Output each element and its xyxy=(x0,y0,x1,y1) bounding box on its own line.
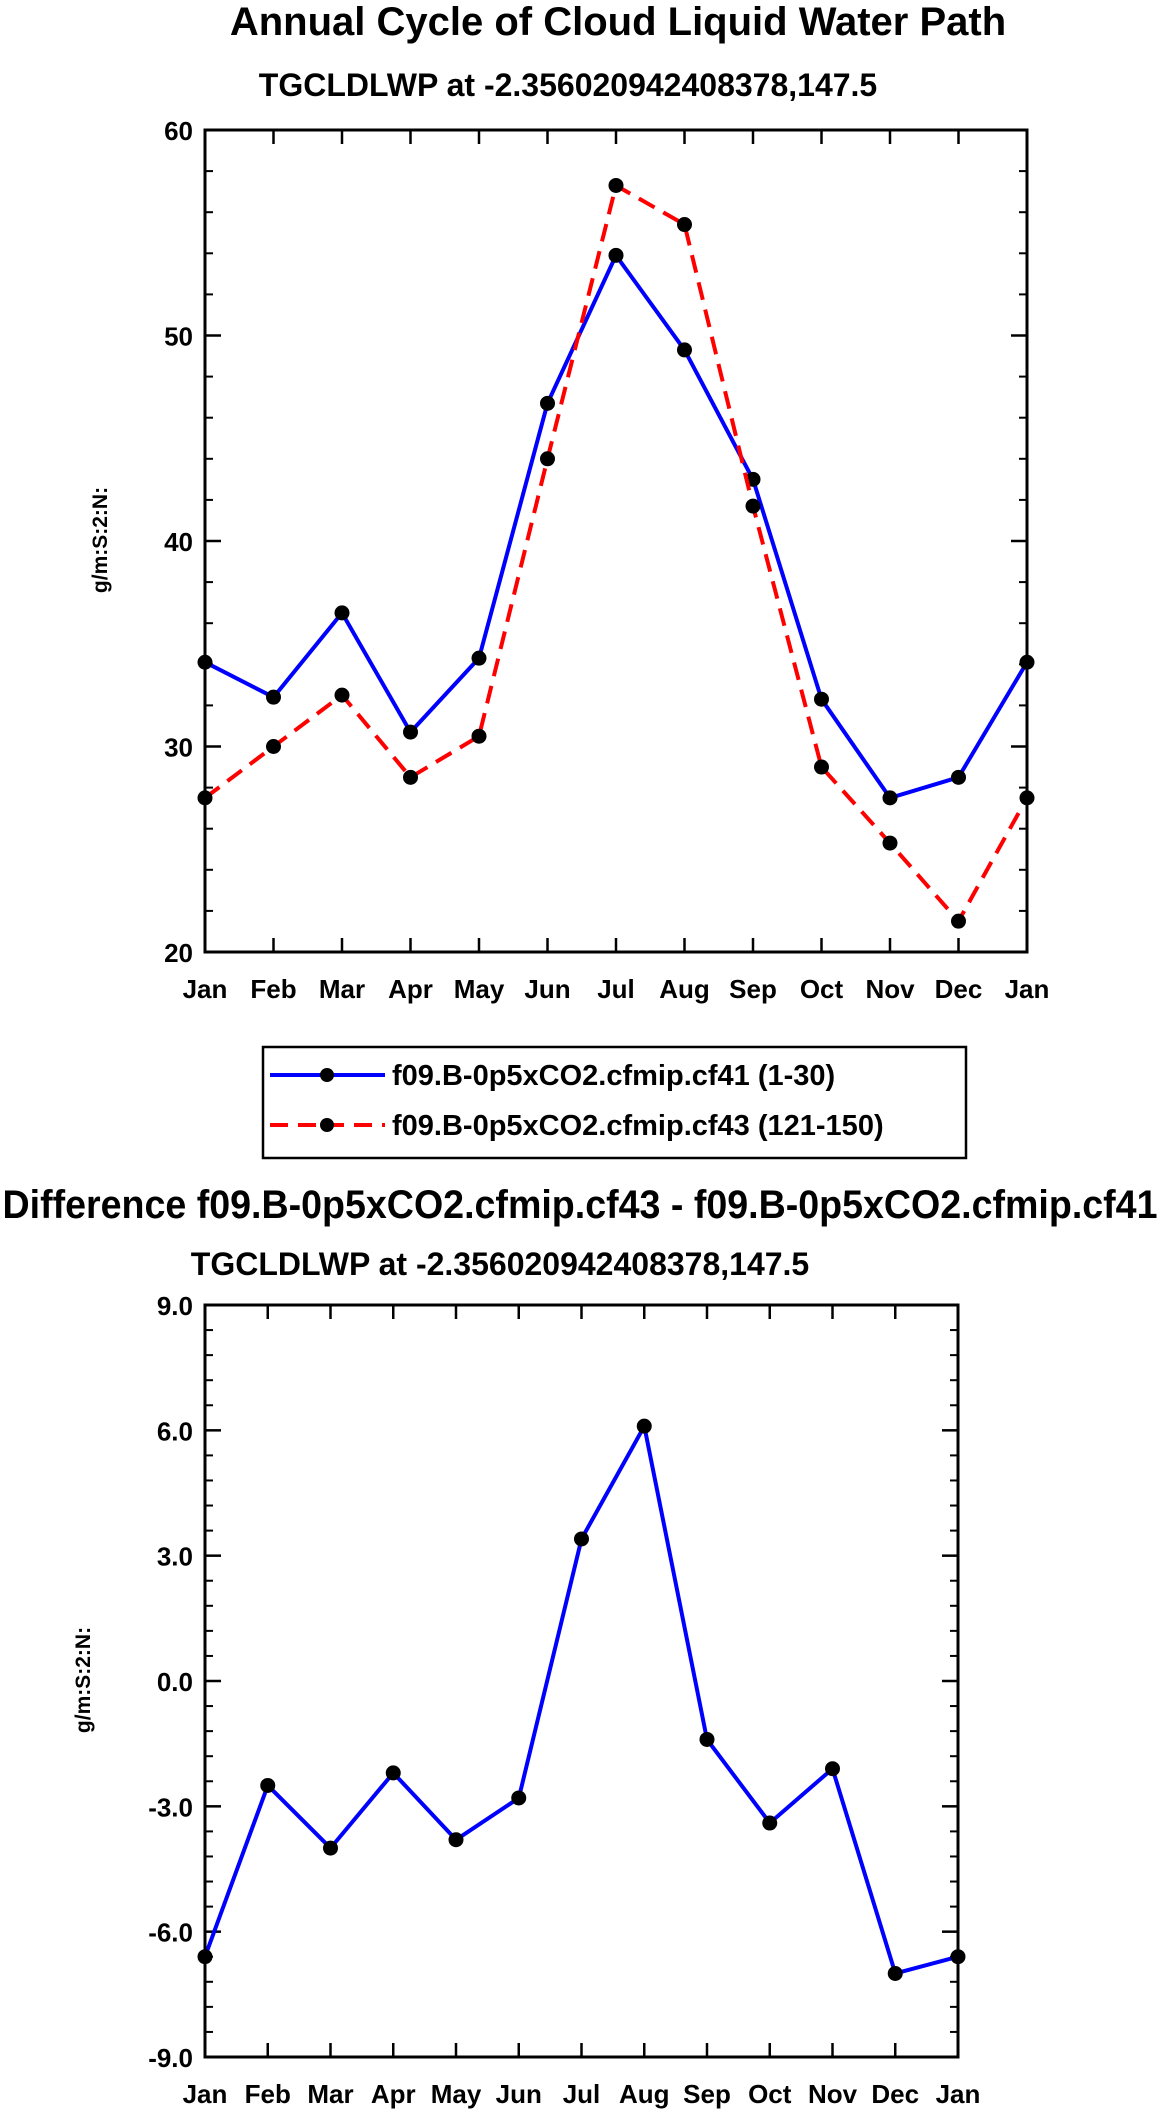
data-point xyxy=(471,728,487,744)
chart1-legend: f09.B-0p5xCO2.cfmip.cf41 (1-30) f09.B-0p… xyxy=(261,1045,968,1160)
x-tick-label: Sep xyxy=(683,2079,731,2109)
x-tick-label: Apr xyxy=(371,2079,416,2109)
data-point xyxy=(471,650,487,666)
x-tick-label: Jun xyxy=(496,2079,542,2109)
legend-box xyxy=(261,1045,968,1160)
x-tick-label: May xyxy=(454,974,505,1004)
x-tick-label: Feb xyxy=(250,974,296,1004)
x-tick-label: Jul xyxy=(563,2079,601,2109)
data-point xyxy=(825,1761,840,1777)
y-tick-label: -9.0 xyxy=(148,2043,193,2073)
x-tick-label: Jan xyxy=(183,2079,228,2109)
chart1-x-tick-labels: Jan Feb Mar Apr May Jun Jul Aug Sep Oct Nov Dec Jan xyxy=(183,974,1050,1004)
x-tick-label: May xyxy=(431,2079,482,2109)
chart2-ylabel: g/m:S:2:N: xyxy=(72,1627,95,1733)
chart1-ylabel: g/m:S:2:N: xyxy=(89,487,112,593)
chart2-ticks xyxy=(203,1303,960,2059)
series-line-2 xyxy=(203,183,1029,924)
legend-marker-cf43 xyxy=(320,1118,334,1132)
legend-label-cf43: f09.B-0p5xCO2.cfmip.cf43 (121-150) xyxy=(392,1110,884,1142)
data-point xyxy=(882,835,898,851)
data-point xyxy=(814,759,829,775)
legend-marker-cf41 xyxy=(320,1068,334,1082)
y-tick-label: 50 xyxy=(164,322,193,352)
chart1-subtitle: TGCLDLWP at -2.356020942408378,147.5 xyxy=(259,67,877,103)
data-point xyxy=(574,1531,589,1547)
x-tick-label: Dec xyxy=(871,2079,919,2109)
difference-chart: Difference f09.B-0p5xCO2.cfmip.cf43 - f0… xyxy=(3,1183,1158,2109)
x-tick-label: Oct xyxy=(748,2079,792,2109)
data-point xyxy=(677,217,692,233)
x-tick-label: Aug xyxy=(619,2079,670,2109)
data-point xyxy=(266,739,281,754)
data-point xyxy=(403,769,418,785)
chart2-subtitle: TGCLDLWP at -2.356020942408378,147.5 xyxy=(191,1246,809,1282)
data-point xyxy=(762,1815,778,1831)
legend-entry-cf43: f09.B-0p5xCO2.cfmip.cf43 (121-150) xyxy=(270,1110,884,1142)
data-point xyxy=(814,691,829,707)
x-tick-label: Jan xyxy=(936,2079,981,2109)
x-tick-label: Dec xyxy=(935,974,983,1004)
data-point xyxy=(677,342,692,358)
x-tick-label: Mar xyxy=(307,2079,353,2109)
x-tick-label: Nov xyxy=(865,974,915,1004)
y-tick-label: 30 xyxy=(164,733,193,763)
chart2-y-tick-labels: -9.0 -6.0 -3.0 0.0 3.0 6.0 9.0 xyxy=(148,1291,193,2073)
chart1-series xyxy=(197,177,1035,929)
data-point xyxy=(887,1965,903,1981)
y-tick-label: 9.0 xyxy=(157,1291,193,1321)
legend-entry-cf41: f09.B-0p5xCO2.cfmip.cf41 (1-30) xyxy=(270,1060,835,1092)
x-tick-label: Jun xyxy=(524,974,570,1004)
data-point xyxy=(540,451,555,467)
annual-cycle-chart: Annual Cycle of Cloud Liquid Water Path … xyxy=(89,0,1049,1004)
x-tick-label: Jan xyxy=(1005,974,1050,1004)
x-tick-label: Apr xyxy=(388,974,433,1004)
x-tick-label: Sep xyxy=(729,974,777,1004)
legend-label-cf41: f09.B-0p5xCO2.cfmip.cf41 (1-30) xyxy=(392,1060,835,1092)
data-point xyxy=(882,790,898,806)
y-tick-label: 20 xyxy=(164,938,193,968)
data-point xyxy=(540,395,555,411)
y-tick-label: 6.0 xyxy=(157,1416,193,1446)
series-line-1 xyxy=(204,253,1029,800)
y-tick-label: 0.0 xyxy=(157,1667,193,1697)
x-tick-label: Oct xyxy=(800,974,844,1004)
data-point xyxy=(699,1731,715,1747)
x-tick-label: Jan xyxy=(183,974,228,1004)
x-tick-label: Mar xyxy=(319,974,365,1004)
chart1-y-tick-labels: 20 30 40 50 60 xyxy=(164,116,193,968)
chart2-x-tick-labels: Jan Feb Mar Apr May Jun Jul Aug Sep Oct Nov Dec Jan xyxy=(183,2079,981,2109)
data-point xyxy=(608,177,624,193)
y-tick-label: 40 xyxy=(164,527,193,557)
y-tick-label: -6.0 xyxy=(148,1918,193,1948)
data-point xyxy=(951,769,966,785)
data-point xyxy=(323,1840,338,1856)
x-tick-label: Nov xyxy=(808,2079,858,2109)
chart1-plot-frame xyxy=(203,128,1029,954)
data-point xyxy=(745,498,761,514)
x-tick-label: Feb xyxy=(245,2079,291,2109)
chart2-series xyxy=(197,1418,966,1981)
data-point xyxy=(385,1765,401,1781)
chart2-title: Difference f09.B-0p5xCO2.cfmip.cf43 - f0… xyxy=(3,1183,1158,1227)
chart1-title: Annual Cycle of Cloud Liquid Water Path xyxy=(230,0,1006,44)
data-point xyxy=(260,1777,276,1793)
data-point xyxy=(636,1418,652,1434)
data-point xyxy=(448,1832,464,1848)
chart2-plot-frame xyxy=(203,1303,960,2059)
x-tick-label: Aug xyxy=(659,974,710,1004)
data-point xyxy=(951,913,966,929)
x-tick-label: Jul xyxy=(597,974,635,1004)
data-point xyxy=(511,1790,527,1806)
series-line-1 xyxy=(203,1424,959,1976)
y-tick-label: 60 xyxy=(164,116,193,146)
data-point xyxy=(266,689,281,705)
data-point xyxy=(334,687,350,703)
y-tick-label: -3.0 xyxy=(148,1792,193,1822)
data-point xyxy=(334,605,350,621)
data-point xyxy=(608,247,624,263)
y-tick-label: 3.0 xyxy=(157,1542,193,1572)
data-point xyxy=(403,724,418,740)
